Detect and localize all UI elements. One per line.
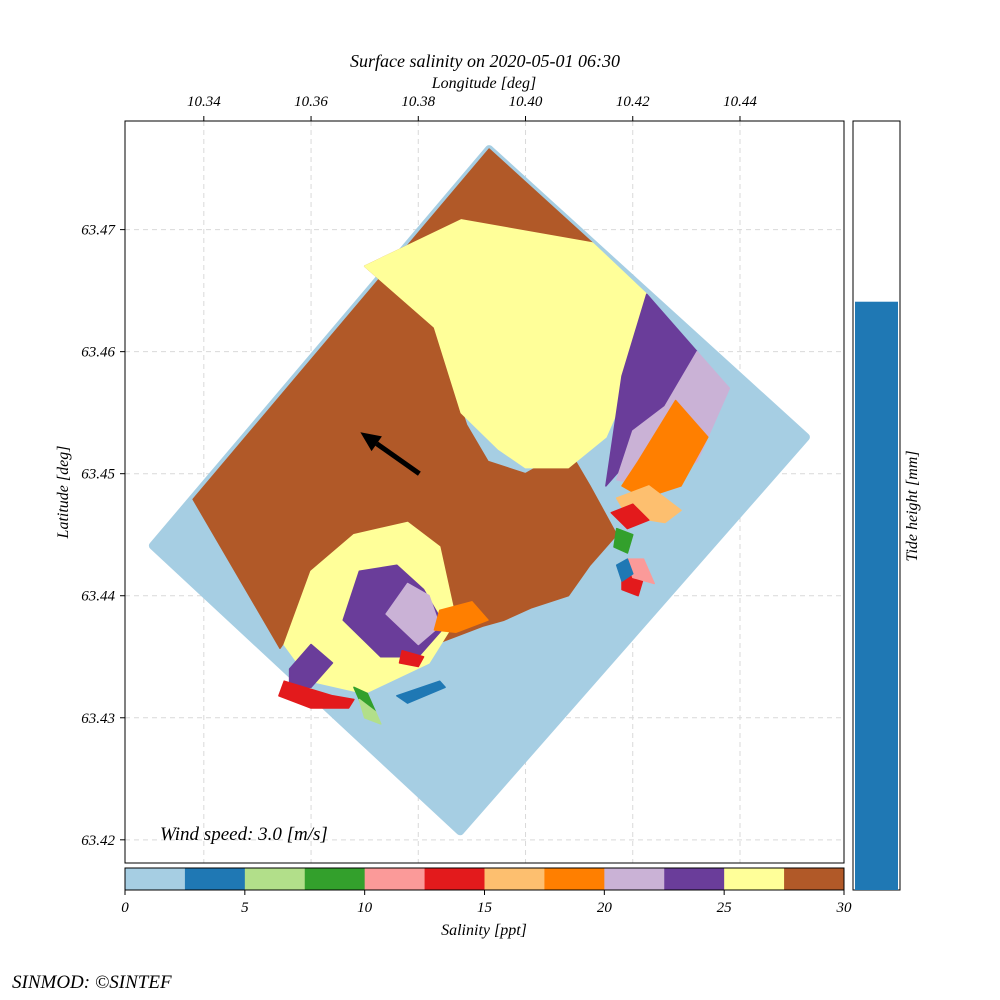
colorbar-tick-label: 10 — [357, 900, 373, 916]
x-ticks: 10.34 10.36 10.38 10.40 10.42 10.44 — [187, 94, 757, 121]
x-axis-label: Longitude [deg] — [431, 75, 536, 92]
salinity-region — [433, 601, 489, 634]
plot-frame — [124, 120, 845, 864]
colorbar-tick-label: 5 — [241, 900, 249, 916]
salinity-region — [610, 503, 650, 530]
chart-title: Surface salinity on 2020-05-01 06:30 — [350, 51, 620, 71]
colorbar-segment — [784, 868, 845, 890]
wind-arrow — [360, 432, 421, 476]
y-tick-label: 63.47 — [81, 223, 116, 239]
y-tick-label: 63.46 — [81, 345, 115, 361]
y-ticks: 63.42 63.43 63.44 63.45 63.46 63.47 — [81, 223, 125, 849]
y-tick-label: 63.43 — [81, 711, 115, 727]
tide-label: Tide height [mm] — [904, 450, 921, 561]
colorbar-segment — [304, 868, 366, 890]
x-tick-label: 10.42 — [616, 94, 650, 110]
credit-label: SINMOD: ©SINTEF — [12, 972, 172, 993]
y-axis-label: Latitude [deg] — [55, 446, 72, 540]
salinity-region — [278, 680, 355, 709]
colorbar-label: Salinity [ppt] — [441, 922, 527, 939]
wind-arrow-shaft — [375, 441, 421, 476]
tide-gauge-fill — [855, 301, 898, 891]
x-tick-label: 10.36 — [294, 94, 328, 110]
salinity-region — [398, 649, 425, 668]
x-tick-label: 10.40 — [509, 94, 543, 110]
colorbar-tick-label: 30 — [836, 900, 853, 916]
x-tick-label: 10.44 — [723, 94, 757, 110]
salinity-field — [148, 145, 810, 836]
plot-area: 10.34 10.36 10.38 10.40 10.42 10.44 63.4263.4… — [81, 94, 845, 864]
colorbar-segment — [125, 868, 186, 890]
colorbar-segment — [364, 868, 426, 890]
tide-gauge — [852, 120, 901, 891]
colorbar-segment — [484, 868, 545, 890]
colorbar-tick-label: 20 — [597, 900, 613, 916]
salinity-region — [615, 558, 634, 582]
colorbar-segment — [424, 868, 485, 890]
salinity-region — [385, 582, 441, 646]
colorbar-segment — [244, 868, 306, 890]
colorbar-segment — [604, 868, 665, 890]
y-tick-label: 63.45 — [81, 467, 115, 483]
y-tick-label: 63.44 — [81, 589, 115, 605]
salinity-region — [613, 527, 634, 554]
salinity-region — [396, 680, 446, 704]
salinity-region — [363, 219, 648, 469]
wind-arrow-head — [360, 432, 382, 452]
colorbar-segment — [664, 868, 725, 890]
colorbar-segment — [184, 868, 246, 890]
salinity-colorbar: 0 5 10 15 20 25 30 — [121, 867, 853, 916]
colorbar-tick-label: 25 — [717, 900, 733, 916]
colorbar-tick-label: 0 — [121, 900, 129, 916]
colorbar-segment — [544, 868, 605, 890]
x-tick-label: 10.38 — [401, 94, 435, 110]
colorbar-segment — [724, 868, 785, 890]
salinity-regions — [192, 148, 731, 725]
x-tick-label: 10.34 — [187, 94, 221, 110]
salinity-region — [358, 698, 382, 725]
colorbar-tick-label: 15 — [477, 900, 493, 916]
wind-speed-label: Wind speed: 3.0 [m/s] — [160, 824, 328, 845]
y-tick-label: 63.42 — [81, 833, 115, 849]
